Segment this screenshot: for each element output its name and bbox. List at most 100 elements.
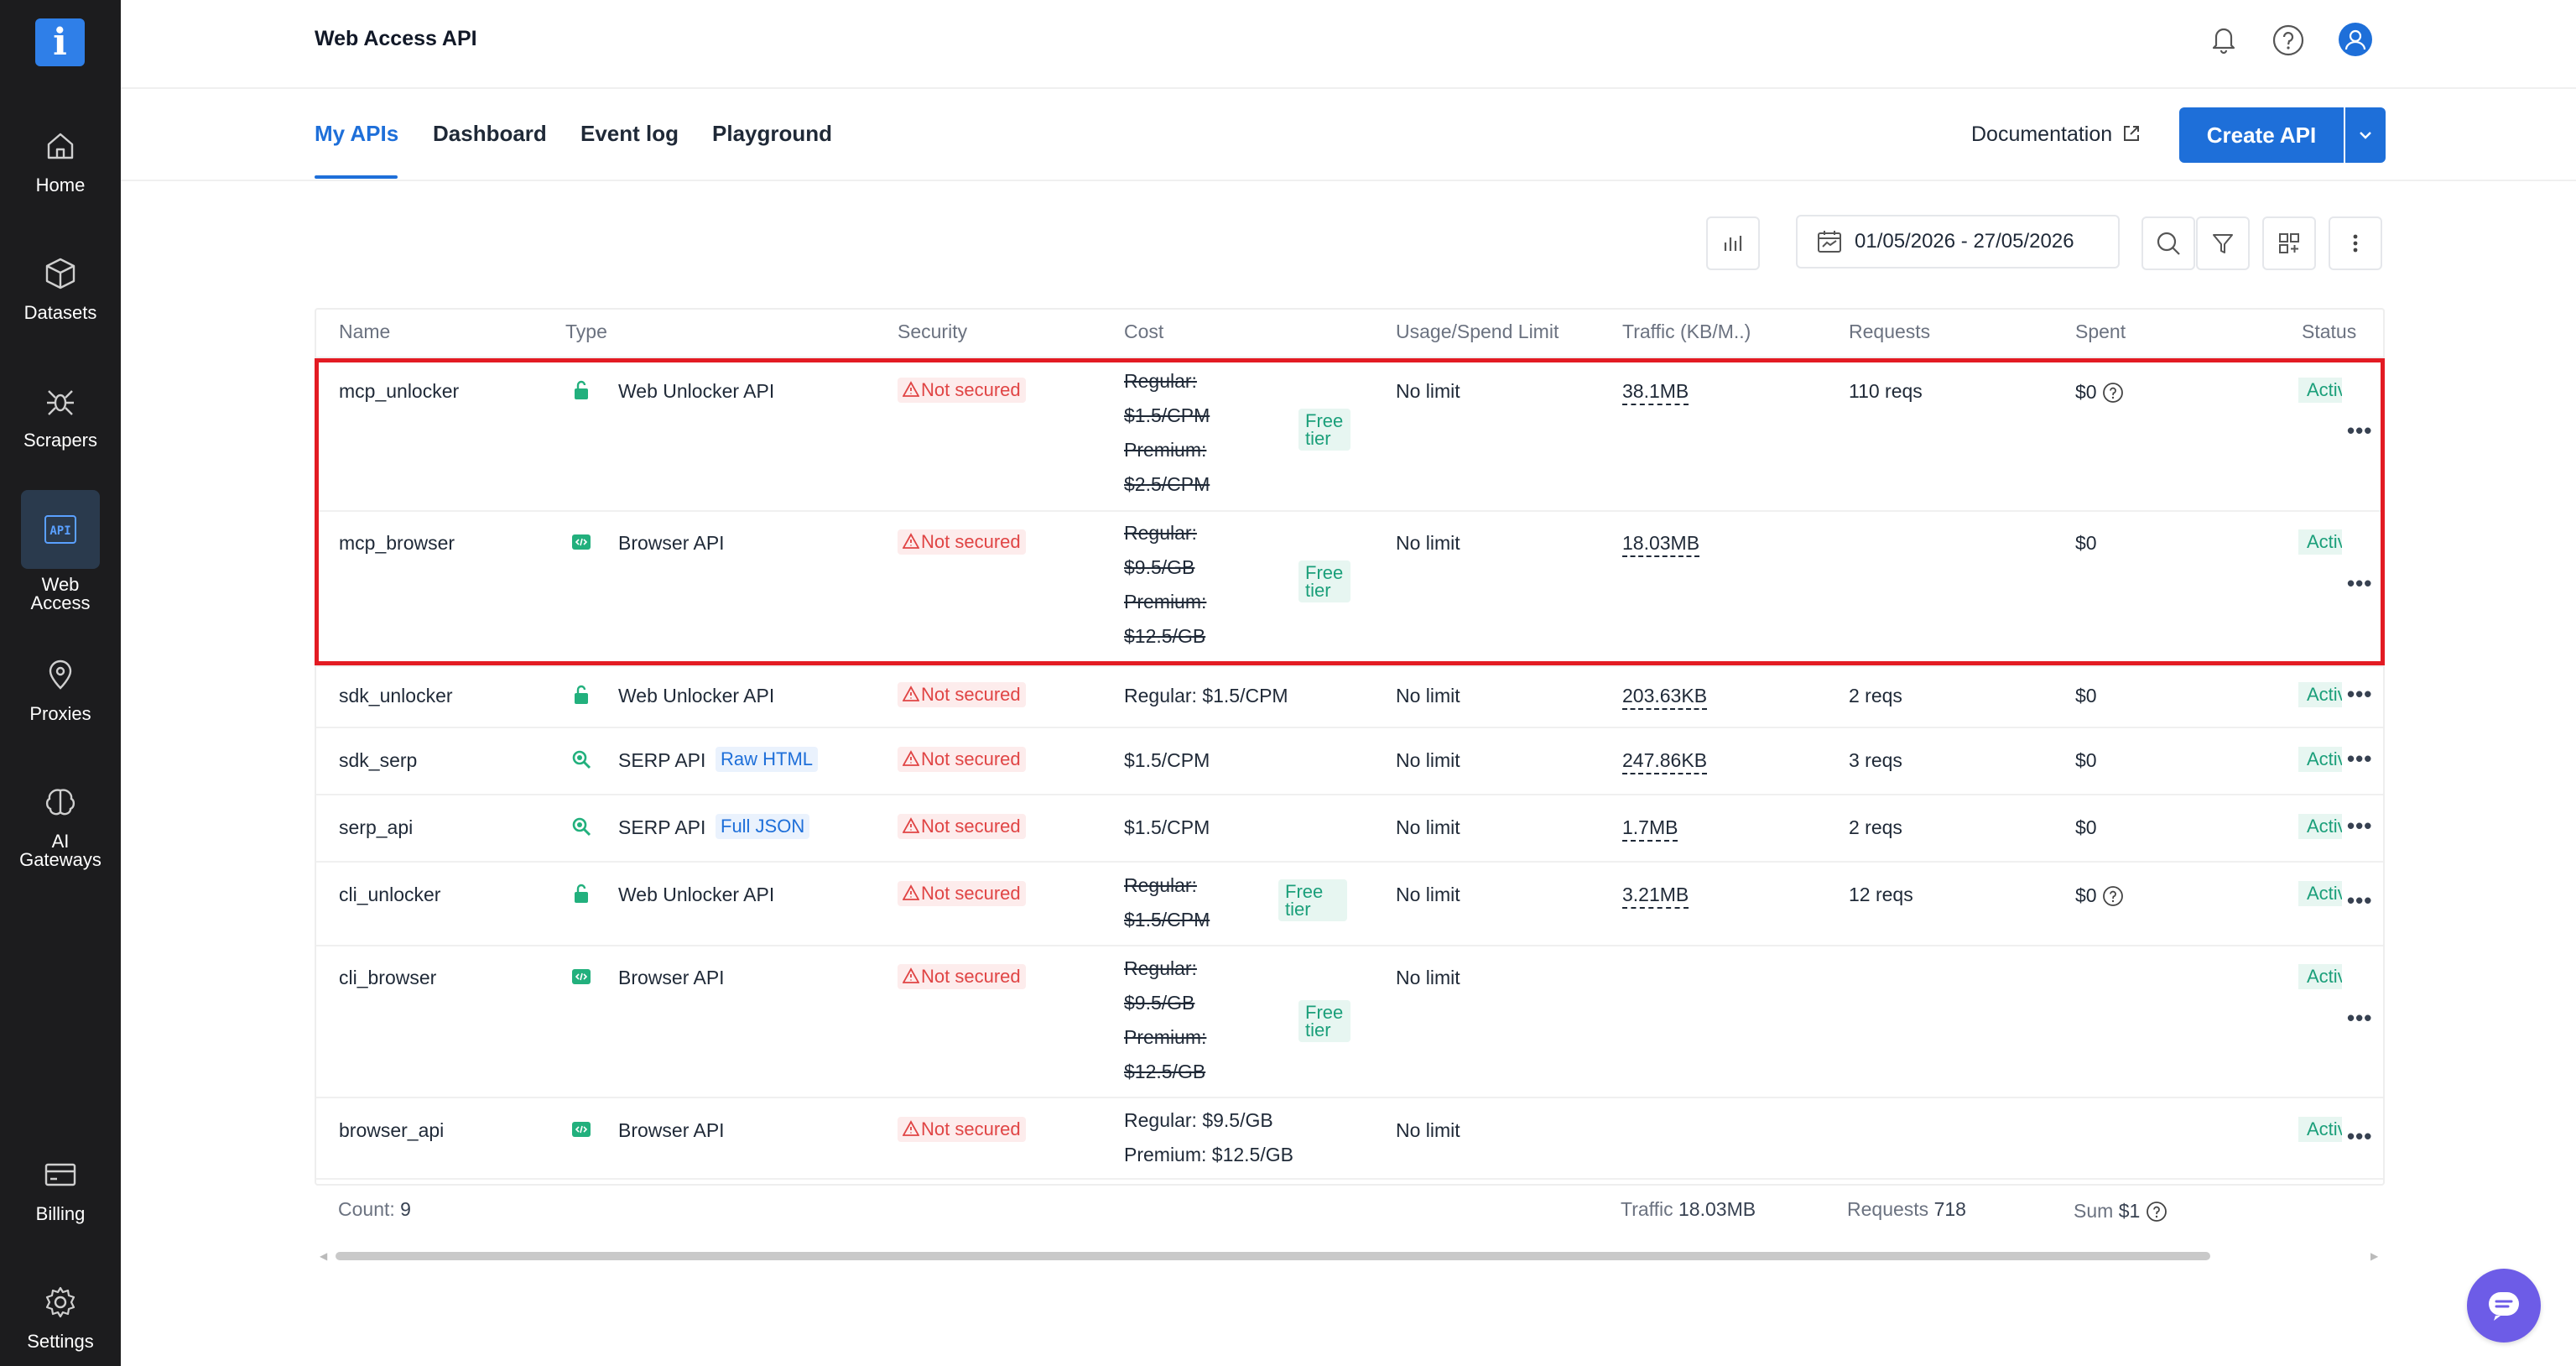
warning-icon	[902, 817, 920, 833]
row-name[interactable]: sdk_serp	[339, 749, 418, 771]
sidebar-item-settings[interactable]: Settings	[0, 1284, 121, 1351]
sidebar-item-label: Access	[30, 592, 91, 613]
bell-icon[interactable]	[2206, 22, 2241, 57]
cost-line: Premium:	[1124, 439, 1207, 461]
page-title: Web Access API	[315, 27, 477, 50]
brand-logo[interactable]: i	[35, 18, 85, 66]
column-header-requests[interactable]: Requests	[1849, 321, 1931, 342]
security-badge[interactable]: Not secured	[898, 1117, 1026, 1142]
security-badge[interactable]: Not secured	[898, 881, 1026, 906]
row-limit: No limit	[1396, 685, 1460, 706]
filter-button[interactable]	[2196, 216, 2250, 270]
row-name[interactable]: cli_browser	[339, 967, 437, 988]
date-range-picker[interactable]: 01/05/2026 - 27/05/2026	[1796, 215, 2120, 269]
sidebar-item-label: Proxies	[29, 703, 91, 724]
column-header-security[interactable]: Security	[898, 321, 968, 342]
row-spent: $0	[2075, 885, 2124, 907]
search-button[interactable]	[2141, 216, 2195, 270]
cost-line: $12.5/GB	[1124, 625, 1206, 647]
sidebar-item-label: Web	[41, 574, 80, 595]
unlock-icon	[575, 685, 588, 704]
row-name[interactable]: serp_api	[339, 816, 414, 838]
avatar[interactable]	[2338, 22, 2373, 57]
tab-event-log[interactable]: Event log	[580, 121, 679, 146]
row-name[interactable]: browser_api	[339, 1119, 445, 1141]
column-header-type[interactable]: Type	[565, 321, 607, 342]
chart-view-button[interactable]	[1706, 216, 1760, 270]
row-traffic[interactable]: 18.03MB	[1622, 532, 1700, 557]
help-icon[interactable]	[2102, 382, 2124, 404]
row-type: Web Unlocker API	[618, 380, 775, 402]
help-icon[interactable]	[2102, 885, 2124, 907]
svg-text:API: API	[49, 524, 70, 538]
sidebar-item-label: AI	[51, 831, 70, 852]
row-more-button[interactable]: •••	[2347, 418, 2373, 443]
tab-my-apis[interactable]: My APIs	[315, 121, 399, 146]
format-badge: Full JSON	[716, 814, 810, 839]
row-more-button[interactable]: •••	[2347, 1005, 2373, 1030]
status-badge: Active	[2298, 814, 2342, 839]
column-header-cost[interactable]: Cost	[1124, 321, 1164, 342]
security-badge[interactable]: Not secured	[898, 814, 1026, 839]
code-icon	[572, 1122, 591, 1137]
documentation-link[interactable]: Documentation	[1971, 123, 2141, 147]
row-more-button[interactable]: •••	[2347, 746, 2373, 771]
row-name[interactable]: sdk_unlocker	[339, 685, 453, 706]
row-spent: $0	[2075, 749, 2097, 771]
create-api-dropdown[interactable]	[2345, 107, 2386, 163]
sidebar-item-scrapers[interactable]: Scrapers	[0, 383, 121, 450]
chat-button[interactable]	[2467, 1269, 2541, 1343]
sidebar-item-billing[interactable]: Billing	[0, 1156, 121, 1223]
row-more-button[interactable]: •••	[2347, 681, 2373, 706]
row-name[interactable]: cli_unlocker	[339, 884, 441, 905]
row-traffic[interactable]: 1.7MB	[1622, 816, 1678, 842]
cost-line: Regular:	[1124, 957, 1197, 979]
tab-playground[interactable]: Playground	[712, 121, 833, 146]
search-icon	[572, 817, 591, 837]
column-header-traffic[interactable]: Traffic (KB/M..)	[1622, 321, 1751, 342]
sidebar-item-home[interactable]: Home	[0, 128, 121, 195]
footer-sum: Sum $1	[2074, 1200, 2167, 1223]
security-badge[interactable]: Not secured	[898, 529, 1026, 555]
cost-line: Premium:	[1124, 591, 1207, 613]
more-options-button[interactable]	[2329, 216, 2382, 270]
row-more-button[interactable]: •••	[2347, 1124, 2373, 1149]
row-name[interactable]: mcp_unlocker	[339, 380, 460, 402]
row-traffic[interactable]: 203.63KB	[1622, 685, 1708, 710]
security-badge[interactable]: Not secured	[898, 747, 1026, 772]
columns-button[interactable]	[2262, 216, 2316, 270]
row-name[interactable]: mcp_browser	[339, 532, 455, 554]
help-icon[interactable]	[2271, 22, 2306, 57]
spider-icon	[47, 390, 74, 415]
row-more-button[interactable]: •••	[2347, 888, 2373, 913]
sidebar-item-web-access[interactable]: API Web Access	[0, 490, 121, 613]
row-limit: No limit	[1396, 380, 1460, 402]
row-more-button[interactable]: •••	[2347, 571, 2373, 596]
row-more-button[interactable]: •••	[2347, 813, 2373, 838]
row-traffic[interactable]: 247.86KB	[1622, 749, 1708, 774]
column-header-name[interactable]: Name	[339, 321, 391, 342]
column-header-spent[interactable]: Spent	[2075, 321, 2126, 342]
security-badge[interactable]: Not secured	[898, 964, 1026, 989]
column-header-limit[interactable]: Usage/Spend Limit	[1396, 321, 1559, 342]
horizontal-scrollbar[interactable]	[336, 1252, 2210, 1260]
cost-line: Regular:	[1124, 370, 1197, 392]
sidebar-item-datasets[interactable]: Datasets	[0, 255, 121, 322]
security-badge[interactable]: Not secured	[898, 682, 1026, 707]
tab-dashboard[interactable]: Dashboard	[433, 121, 547, 146]
column-header-status[interactable]: Status	[2302, 321, 2357, 342]
row-traffic[interactable]: 38.1MB	[1622, 380, 1689, 405]
row-traffic[interactable]: 3.21MB	[1622, 884, 1689, 909]
security-badge[interactable]: Not secured	[898, 378, 1026, 403]
help-icon[interactable]	[2146, 1201, 2167, 1223]
scroll-right-arrow[interactable]: ▶	[2370, 1250, 2379, 1262]
sidebar-item-ai-gateways[interactable]: AI Gateways	[0, 784, 121, 869]
create-api-button[interactable]: Create API	[2179, 107, 2344, 163]
sidebar-item-proxies[interactable]: Proxies	[0, 656, 121, 723]
cost-line: $9.5/GB	[1124, 992, 1195, 1014]
scroll-left-arrow[interactable]: ◀	[320, 1250, 328, 1262]
chat-icon	[2489, 1292, 2519, 1321]
status-badge: Active	[2298, 964, 2342, 989]
row-spent: $0	[2075, 382, 2124, 404]
search-icon	[572, 750, 591, 769]
